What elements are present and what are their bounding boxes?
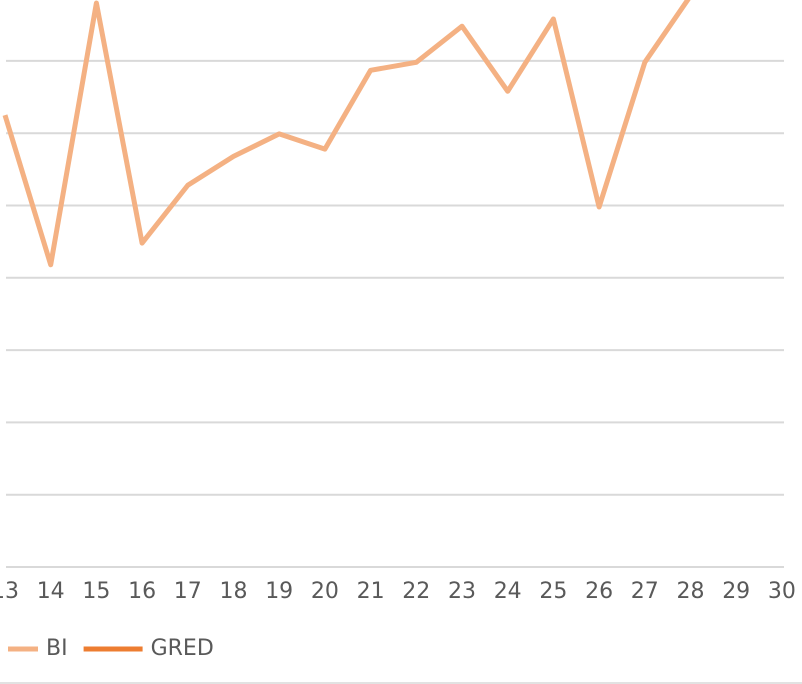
x-tick-label: 28	[677, 579, 705, 604]
x-tick-label: 16	[128, 579, 156, 604]
x-tick-label: 24	[494, 579, 522, 604]
x-tick-label: 15	[82, 579, 110, 604]
x-tick-label: 26	[585, 579, 613, 604]
x-tick-label: 14	[37, 579, 65, 604]
x-tick-label: 27	[631, 579, 659, 604]
x-tick-label: 13	[0, 579, 19, 604]
legend-label: BI	[46, 636, 68, 661]
x-tick-label: 22	[402, 579, 430, 604]
x-tick-label: 23	[448, 579, 476, 604]
line-series	[2, 0, 691, 268]
x-tick-label: 19	[265, 579, 293, 604]
x-tick-label: 29	[722, 579, 750, 604]
x-tick-label: 30	[768, 579, 796, 604]
x-tick-label: 17	[174, 579, 202, 604]
x-tick-label: 21	[357, 579, 385, 604]
legend-label: GRED	[151, 636, 214, 661]
x-tick-label: 18	[220, 579, 248, 604]
x-tick-label: 20	[311, 579, 339, 604]
x-tick-label: 25	[539, 579, 567, 604]
